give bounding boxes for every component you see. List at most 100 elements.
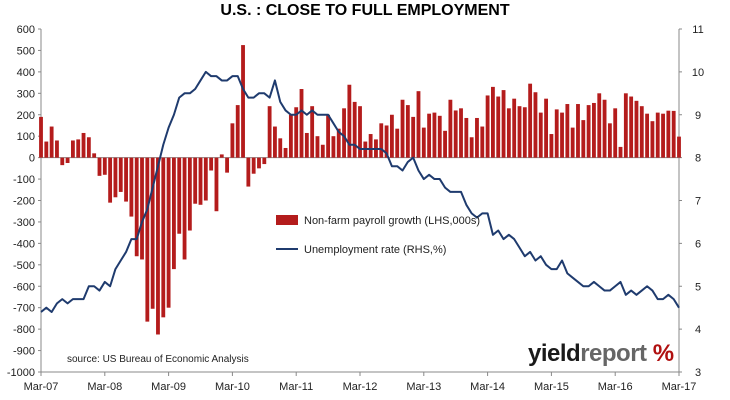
legend-swatch-bars bbox=[276, 215, 298, 225]
payroll-bar bbox=[347, 84, 352, 158]
x-tick-label: Mar-12 bbox=[343, 381, 378, 393]
payroll-bars bbox=[39, 45, 681, 335]
left-tick-label: 400 bbox=[17, 67, 35, 79]
payroll-bar bbox=[140, 157, 144, 260]
brand-logo: yieldreport % bbox=[528, 340, 674, 368]
payroll-bar bbox=[219, 154, 224, 158]
legend-label-bars: Non-farm payroll growth (LHS,000s) bbox=[304, 215, 480, 227]
payroll-bar bbox=[379, 123, 384, 158]
payroll-bar bbox=[448, 99, 453, 158]
x-tick-label: Mar-11 bbox=[279, 381, 313, 393]
payroll-bar bbox=[150, 157, 155, 309]
payroll-bar bbox=[570, 127, 575, 158]
payroll-bar bbox=[576, 104, 580, 158]
payroll-bar bbox=[459, 108, 463, 158]
payroll-bar bbox=[86, 137, 91, 158]
payroll-bar bbox=[273, 126, 277, 158]
payroll-bar bbox=[549, 134, 554, 158]
payroll-bar bbox=[209, 157, 214, 171]
payroll-bar bbox=[81, 132, 86, 158]
payroll-bar bbox=[506, 108, 511, 158]
payroll-bar bbox=[187, 157, 192, 231]
payroll-bar bbox=[384, 125, 389, 158]
right-tick-label: 9 bbox=[695, 110, 701, 122]
payroll-bar bbox=[44, 141, 49, 158]
payroll-bar bbox=[246, 157, 251, 187]
payroll-bar bbox=[538, 112, 543, 158]
x-tick-label: Mar-14 bbox=[470, 381, 505, 393]
right-tick-label: 4 bbox=[695, 324, 701, 336]
payroll-bar bbox=[613, 108, 618, 158]
payroll-bar bbox=[299, 89, 304, 158]
payroll-bar bbox=[634, 100, 639, 158]
x-tick-label: Mar-16 bbox=[598, 381, 633, 393]
payroll-bar bbox=[607, 123, 612, 158]
payroll-bar bbox=[602, 99, 607, 158]
x-tick-label: Mar-10 bbox=[215, 381, 250, 393]
payroll-bar bbox=[336, 128, 341, 158]
payroll-bar bbox=[480, 126, 485, 158]
payroll-bar bbox=[49, 126, 54, 158]
payroll-bar bbox=[560, 112, 564, 158]
payroll-bar bbox=[453, 110, 458, 158]
left-tick-label: 200 bbox=[17, 110, 35, 122]
x-tick-label: Mar-15 bbox=[534, 381, 569, 393]
payroll-bar bbox=[55, 140, 59, 158]
payroll-bar bbox=[592, 102, 596, 158]
payroll-bar bbox=[501, 90, 506, 158]
left-tick-label: -900 bbox=[13, 346, 35, 358]
payroll-bar bbox=[565, 104, 570, 158]
payroll-bar bbox=[118, 157, 123, 192]
left-tick-label: -500 bbox=[13, 260, 35, 272]
payroll-bar bbox=[389, 114, 394, 158]
payroll-bar bbox=[411, 116, 416, 158]
payroll-bar bbox=[629, 96, 634, 158]
payroll-bar bbox=[342, 108, 346, 158]
payroll-bar bbox=[134, 157, 139, 257]
left-tick-label: -300 bbox=[13, 217, 35, 229]
payroll-bar bbox=[618, 146, 623, 158]
payroll-bar bbox=[586, 105, 591, 158]
right-tick-label: 11 bbox=[692, 24, 703, 36]
payroll-bar bbox=[661, 113, 665, 158]
right-tick-label: 5 bbox=[695, 281, 701, 293]
payroll-bar bbox=[416, 91, 421, 158]
payroll-bar bbox=[198, 157, 203, 205]
x-tick-label: Mar-09 bbox=[151, 381, 186, 393]
payroll-bar bbox=[623, 93, 628, 158]
payroll-bar bbox=[320, 144, 325, 158]
payroll-bar bbox=[358, 106, 362, 158]
payroll-bar bbox=[65, 157, 70, 163]
payroll-bar bbox=[475, 117, 479, 158]
payroll-bar bbox=[671, 110, 676, 158]
payroll-bar bbox=[645, 113, 650, 158]
payroll-bar bbox=[129, 157, 134, 217]
left-tick-label: -200 bbox=[13, 196, 35, 208]
right-tick-label: 6 bbox=[695, 238, 701, 250]
payroll-bar bbox=[241, 45, 245, 158]
payroll-bar bbox=[421, 127, 426, 158]
payroll-bar bbox=[469, 137, 474, 158]
payroll-bar bbox=[193, 157, 198, 204]
payroll-bar bbox=[554, 109, 559, 158]
payroll-bar bbox=[108, 157, 113, 203]
percent-icon: % bbox=[652, 340, 674, 367]
payroll-bar bbox=[203, 157, 208, 201]
brand-part-1: yield bbox=[528, 340, 581, 367]
payroll-bar bbox=[225, 157, 229, 173]
right-tick-label: 8 bbox=[695, 153, 701, 165]
legend: Non-farm payroll growth (LHS,000s) Unemp… bbox=[276, 215, 480, 256]
axes: -1000-900-800-700-600-500-400-300-200-10… bbox=[7, 24, 704, 393]
payroll-bar bbox=[533, 92, 538, 158]
payroll-bar bbox=[639, 106, 644, 158]
payroll-bar bbox=[145, 157, 150, 322]
payroll-bar bbox=[597, 93, 602, 158]
payroll-bar bbox=[166, 157, 171, 308]
x-tick-label: Mar-07 bbox=[24, 381, 59, 393]
payroll-bar bbox=[267, 106, 272, 158]
payroll-bar bbox=[331, 136, 336, 158]
payroll-bar bbox=[528, 83, 533, 158]
payroll-bar bbox=[251, 157, 256, 174]
payroll-bar bbox=[400, 99, 405, 158]
left-tick-label: -1000 bbox=[7, 367, 35, 379]
